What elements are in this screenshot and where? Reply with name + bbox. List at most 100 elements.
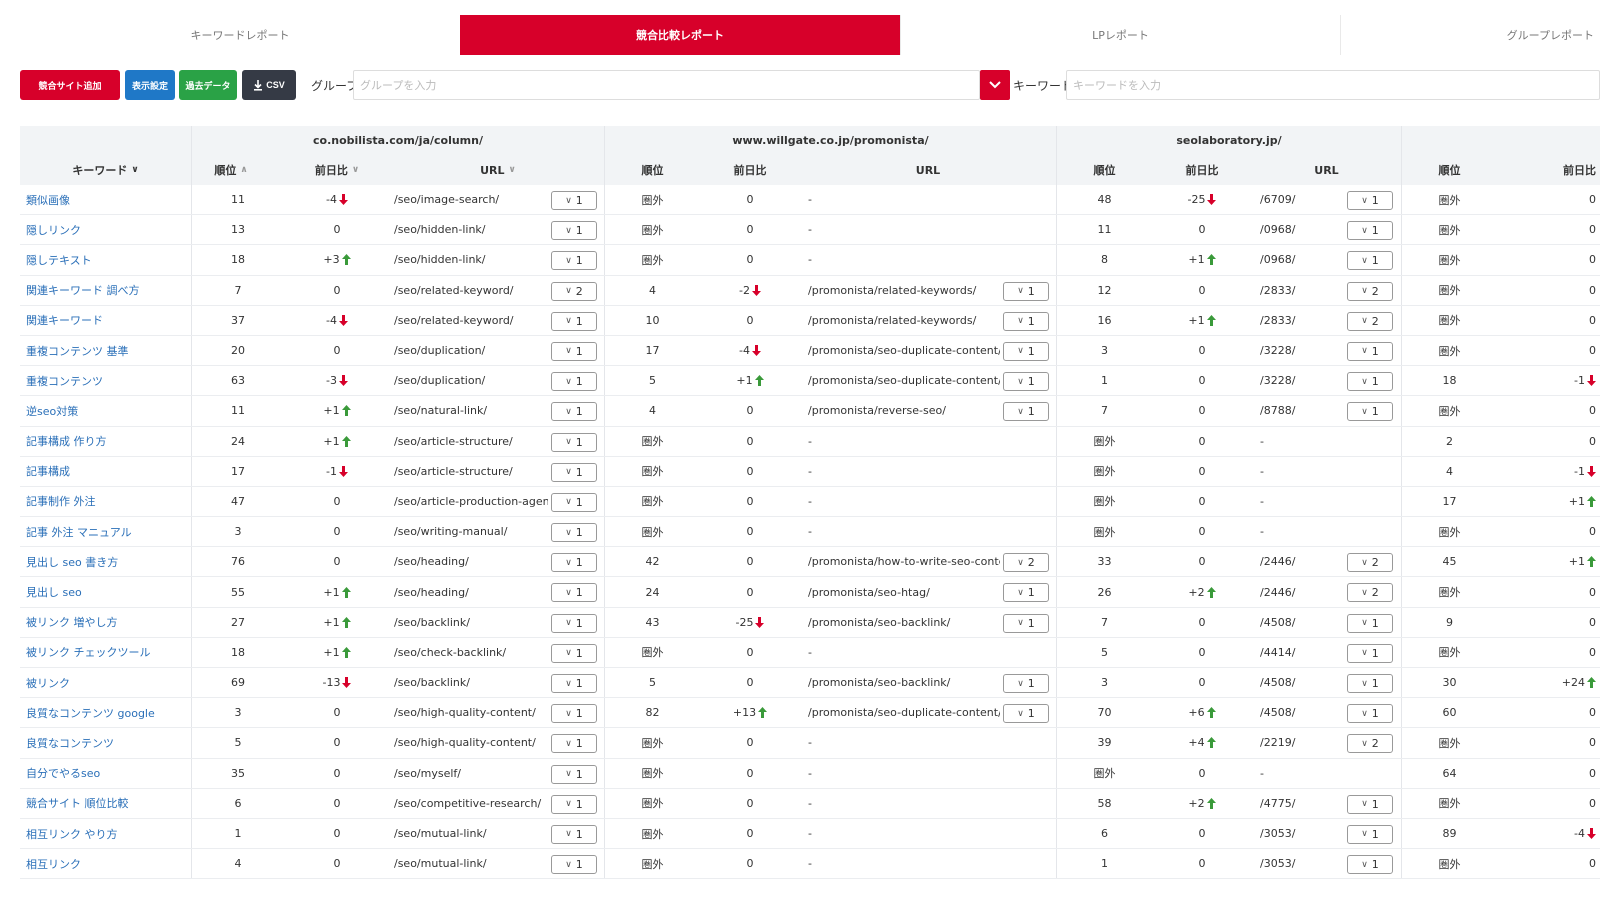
tab-group-report[interactable]: グループレポート	[1340, 15, 1600, 55]
site-1-page-select[interactable]: ∨ 1	[551, 311, 597, 331]
site-4-change: 0	[1589, 645, 1596, 659]
display-settings-button[interactable]: 表示設定	[125, 70, 175, 100]
site-3-page-select[interactable]: ∨ 1	[1347, 613, 1393, 633]
site-1-page-select[interactable]: ∨ 1	[551, 462, 597, 482]
site-1-page-select[interactable]: ∨ 1	[551, 855, 597, 875]
site-3-page-select[interactable]: ∨ 1	[1347, 341, 1393, 361]
site-2-page-select[interactable]: ∨ 1	[1003, 372, 1049, 392]
site-1-page-select[interactable]: ∨ 1	[551, 372, 597, 392]
site-3-page-select[interactable]: ∨ 1	[1347, 824, 1393, 844]
site-3-page-select[interactable]: ∨ 2	[1347, 553, 1393, 573]
site-1-page-select[interactable]: ∨ 1	[551, 794, 597, 814]
tab-competitor-report[interactable]: 競合比較レポート	[460, 15, 900, 55]
site-3-page-select[interactable]: ∨ 2	[1347, 281, 1393, 301]
site-3-page-select[interactable]: ∨ 1	[1347, 221, 1393, 241]
site-4-change: 0	[1589, 525, 1596, 539]
site-1-rank: 18	[231, 253, 245, 267]
keyword-link[interactable]: 関連キーワード 調べ方	[26, 284, 140, 298]
site-2-page-select[interactable]: ∨ 1	[1003, 704, 1049, 724]
chevron-down-icon: ∨	[565, 406, 572, 417]
site-3-page-select[interactable]: ∨ 1	[1347, 402, 1393, 422]
site-1-page-select[interactable]: ∨ 2	[551, 281, 597, 301]
site-3-page-select[interactable]: ∨ 2	[1347, 311, 1393, 331]
site-1-url-header[interactable]: URL ∨	[480, 163, 516, 177]
add-competitor-button[interactable]: 競合サイト追加	[20, 70, 120, 100]
keyword-link[interactable]: 相互リンク	[26, 857, 81, 871]
site-3-page-select[interactable]: ∨ 1	[1347, 372, 1393, 392]
site-2-page-select[interactable]: ∨ 1	[1003, 281, 1049, 301]
site-1-page-select[interactable]: ∨ 1	[551, 553, 597, 573]
csv-button[interactable]: CSV	[242, 70, 296, 100]
keyword-link[interactable]: 良質なコンテンツ google	[26, 706, 155, 720]
site-3-page-select[interactable]: ∨ 1	[1347, 191, 1393, 210]
keyword-input[interactable]: キーワードを入力	[1066, 70, 1600, 100]
site-2-url: -	[808, 434, 812, 448]
site-1-page-select[interactable]: ∨ 1	[551, 221, 597, 241]
site-3-page-select[interactable]: ∨ 1	[1347, 251, 1393, 271]
group-input[interactable]: グループを入力	[353, 70, 980, 100]
site-1-page-select[interactable]: ∨ 1	[551, 824, 597, 844]
site-2-page-select[interactable]: ∨ 1	[1003, 583, 1049, 603]
keyword-link[interactable]: 被リンク 増やし方	[26, 616, 118, 630]
keyword-link[interactable]: 被リンク チェックツール	[26, 646, 151, 660]
site-1-page-select[interactable]: ∨ 1	[551, 643, 597, 663]
site-3-page-select[interactable]: ∨ 1	[1347, 794, 1393, 814]
site-2-page-select[interactable]: ∨ 1	[1003, 341, 1049, 361]
keyword-link[interactable]: 隠しテキスト	[26, 253, 92, 267]
group-dropdown-button[interactable]	[980, 70, 1010, 100]
table-row: 重複コンテンツ 63 -3/seo/duplication/∨ 1 5 +1/promon…	[20, 366, 1600, 397]
site-1-page-select[interactable]: ∨ 1	[551, 704, 597, 724]
keyword-link[interactable]: 被リンク	[26, 676, 70, 690]
keyword-link[interactable]: 記事構成	[26, 465, 70, 479]
past-data-button[interactable]: 過去データ	[179, 70, 237, 100]
site-1-page-select[interactable]: ∨ 1	[551, 492, 597, 512]
site-1-page-select[interactable]: ∨ 1	[551, 402, 597, 422]
chevron-down-icon: ∨	[1017, 708, 1024, 719]
keyword-link[interactable]: 重複コンテンツ	[26, 374, 103, 388]
site-1-page-select[interactable]: ∨ 1	[551, 674, 597, 693]
site-1-page-select[interactable]: ∨ 1	[551, 251, 597, 271]
site-3-page-select[interactable]: ∨ 2	[1347, 583, 1393, 603]
site-1-rank-header[interactable]: 順位 ∧	[214, 164, 248, 177]
site-2-page-select[interactable]: ∨ 1	[1003, 402, 1049, 422]
keyword-link[interactable]: 記事制作 外注	[26, 495, 96, 509]
table-row: 自分でやるseo 35 0/seo/myself/ ∨ 1 圏外 0 - 圏外 0 - 64 0	[20, 758, 1600, 789]
keyword-link[interactable]: 逆seo対策	[26, 404, 79, 418]
site-2-page-select[interactable]: ∨ 1	[1003, 311, 1049, 331]
site-1-page-select[interactable]: ∨ 1	[551, 583, 597, 603]
site-1-page-select[interactable]: ∨ 1	[551, 191, 597, 210]
site-2-url: -	[808, 736, 812, 750]
site-1-page-select[interactable]: ∨ 1	[551, 734, 597, 754]
site-3-page-select[interactable]: ∨ 2	[1347, 734, 1393, 754]
keyword-link[interactable]: 自分でやるseo	[26, 767, 101, 781]
keyword-link[interactable]: 競合サイト 順位比較	[26, 797, 129, 811]
keyword-link[interactable]: 良質なコンテンツ	[26, 736, 114, 750]
site-4-change: 0	[1589, 253, 1596, 267]
keyword-link[interactable]: 記事 外注 マニュアル	[26, 525, 132, 539]
keyword-link[interactable]: 相互リンク やり方	[26, 827, 118, 841]
keyword-link[interactable]: 見出し seo 書き方	[26, 555, 119, 569]
tab-keyword-report[interactable]: キーワードレポート	[190, 29, 290, 42]
keyword-link[interactable]: 記事構成 作り方	[26, 435, 107, 449]
keyword-link[interactable]: 見出し seo	[26, 586, 82, 600]
keyword-link[interactable]: 重複コンテンツ 基準	[26, 344, 129, 358]
site-3-page-select[interactable]: ∨ 1	[1347, 855, 1393, 875]
keyword-link[interactable]: 関連キーワード	[26, 314, 103, 328]
site-1-page-select[interactable]: ∨ 1	[551, 523, 597, 543]
tab-lp-report[interactable]: LPレポート	[900, 15, 1340, 55]
site-2-page-select[interactable]: ∨ 1	[1003, 613, 1049, 633]
keyword-link[interactable]: 隠しリンク	[26, 223, 81, 237]
site-1-page-select[interactable]: ∨ 1	[551, 613, 597, 633]
site-3-page-select[interactable]: ∨ 1	[1347, 643, 1393, 663]
site-2-page-select[interactable]: ∨ 2	[1003, 553, 1049, 573]
site-3-page-select[interactable]: ∨ 1	[1347, 704, 1393, 724]
site-2-page-select[interactable]: ∨ 1	[1003, 674, 1049, 693]
site-1-page-select[interactable]: ∨ 1	[551, 432, 597, 452]
site-1-page-select[interactable]: ∨ 1	[551, 341, 597, 361]
arrow-down-icon	[1587, 465, 1596, 477]
keyword-link[interactable]: 類似画像	[26, 193, 70, 207]
site-3-page-select[interactable]: ∨ 1	[1347, 674, 1393, 693]
site-1-page-select[interactable]: ∨ 1	[551, 764, 597, 784]
site-1-change-header[interactable]: 前日比 ∨	[314, 164, 360, 177]
keyword-column-header[interactable]: キーワード ∨	[72, 164, 139, 177]
